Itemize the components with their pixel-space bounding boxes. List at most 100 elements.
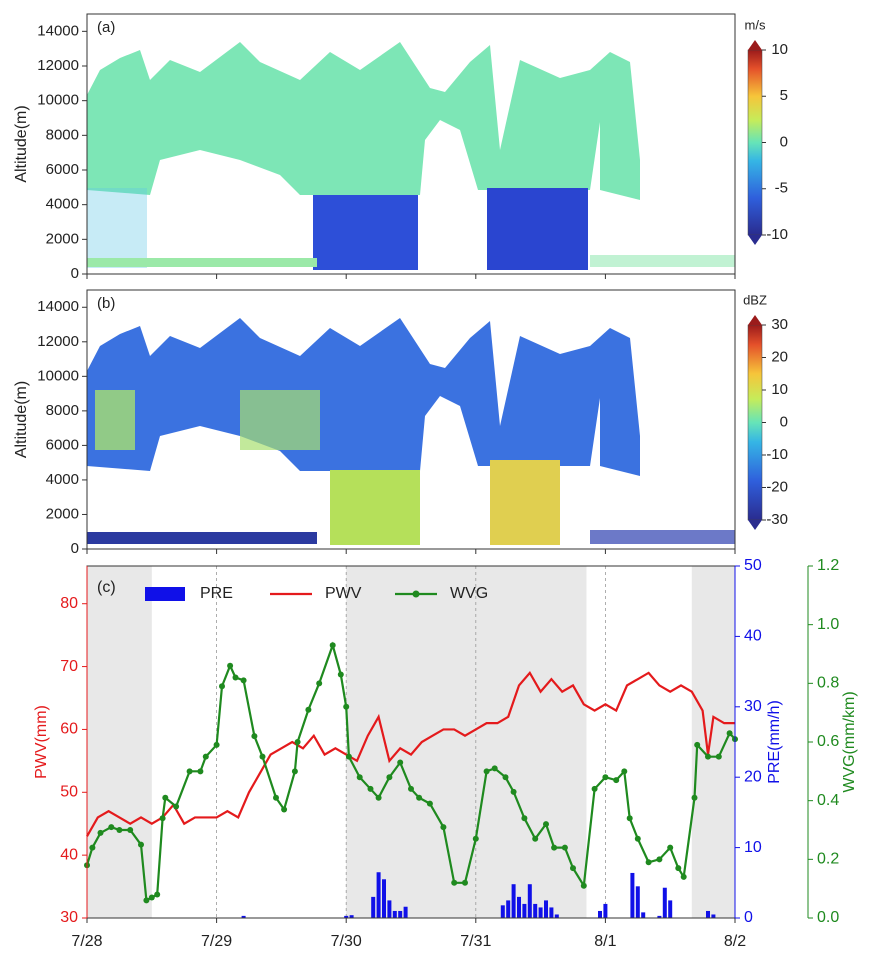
- x-tick-label: 7/30: [331, 933, 362, 950]
- marker: [667, 844, 674, 851]
- colorbar-tick-label: -10: [766, 226, 788, 243]
- marker: [416, 794, 423, 801]
- y-tick-label: 8000: [46, 402, 79, 419]
- colorbar-tick-label: 10: [771, 381, 788, 398]
- axis-tick-label: 40: [744, 628, 762, 645]
- marker: [219, 683, 225, 690]
- marker: [397, 759, 404, 766]
- colorbar-tick-label: 0: [780, 413, 788, 430]
- x-tick-label: 7/28: [71, 933, 102, 950]
- marker: [329, 642, 336, 649]
- marker: [408, 785, 414, 792]
- y-tick-label: 4000: [46, 471, 79, 488]
- panel-label: (c): [97, 579, 116, 596]
- marker: [675, 865, 682, 872]
- axis-tick-label: 80: [60, 595, 78, 612]
- bar: [603, 903, 608, 918]
- bar: [668, 900, 673, 918]
- bar: [544, 900, 548, 918]
- bar: [349, 915, 354, 918]
- y-tick-label: 12000: [37, 333, 79, 350]
- marker: [186, 768, 193, 775]
- bar: [641, 912, 646, 918]
- y-tick-label: 12000: [37, 57, 79, 74]
- legend-label: WVG: [450, 585, 488, 602]
- marker: [232, 674, 239, 681]
- legend-label: PWV: [325, 585, 362, 602]
- marker: [143, 897, 150, 904]
- marker: [561, 844, 568, 851]
- marker: [116, 827, 123, 833]
- marker: [367, 785, 374, 792]
- x-tick-label: 8/1: [594, 933, 616, 950]
- bar: [517, 896, 521, 918]
- bar: [344, 915, 349, 918]
- colorbar-tick-label: 20: [771, 348, 788, 365]
- marker: [173, 803, 180, 810]
- bar: [506, 900, 511, 918]
- marker: [148, 894, 155, 901]
- axis-tick-label: 0: [744, 909, 753, 926]
- velocity-field: [87, 42, 735, 270]
- legend-label: PRE: [200, 585, 233, 602]
- marker: [343, 703, 350, 710]
- marker: [602, 774, 609, 781]
- marker: [197, 768, 204, 775]
- colorbar: [747, 49, 763, 236]
- axis-tick-label: 50: [60, 784, 78, 801]
- bar: [554, 914, 559, 918]
- axis-tick-label: 70: [60, 658, 78, 675]
- marker: [154, 891, 161, 898]
- marker: [108, 824, 115, 831]
- reflectivity-field: [87, 318, 735, 545]
- axis-tick-label: 1.2: [817, 557, 839, 574]
- y-tick-label: 6000: [46, 161, 79, 178]
- bar: [662, 887, 667, 918]
- bar: [522, 903, 527, 918]
- marker: [251, 733, 258, 740]
- bar: [511, 884, 516, 918]
- marker: [621, 768, 628, 775]
- panel-label: (b): [97, 295, 115, 312]
- bar: [241, 915, 246, 918]
- legend-swatch: [145, 587, 185, 601]
- axis-tick-label: 0.0: [817, 909, 839, 926]
- bar: [403, 906, 408, 918]
- bar: [538, 907, 543, 918]
- marker: [281, 806, 288, 813]
- bar: [533, 903, 538, 918]
- marker: [213, 741, 220, 748]
- x-tick-label: 7/31: [460, 933, 491, 950]
- marker: [715, 753, 722, 760]
- marker: [127, 827, 134, 833]
- colorbar-label: m/s: [745, 17, 766, 32]
- marker: [345, 753, 352, 760]
- marker: [705, 753, 711, 760]
- marker: [613, 777, 620, 784]
- marker: [591, 785, 598, 792]
- plot-frame: [86, 13, 736, 275]
- marker: [626, 815, 633, 822]
- marker: [356, 774, 363, 781]
- marker: [259, 753, 266, 760]
- marker: [726, 730, 733, 737]
- marker: [691, 794, 698, 801]
- marker: [510, 788, 517, 795]
- axis-tick-label: 30: [744, 698, 762, 715]
- bar: [630, 872, 635, 918]
- axis-tick-label: 0.6: [817, 733, 839, 750]
- y-tick-label: 2000: [46, 505, 79, 522]
- axis-tick-label: 60: [60, 721, 78, 738]
- marker: [426, 800, 433, 807]
- marker: [570, 865, 576, 872]
- marker: [634, 835, 641, 842]
- y-tick-label: 10000: [37, 367, 79, 384]
- marker: [294, 739, 301, 745]
- colorbar-label: dBZ: [743, 292, 767, 307]
- marker: [440, 824, 447, 831]
- marker: [386, 774, 393, 781]
- axis-tick-label: 40: [60, 846, 78, 863]
- axis-tick-label: 50: [744, 557, 762, 574]
- bar: [635, 886, 640, 918]
